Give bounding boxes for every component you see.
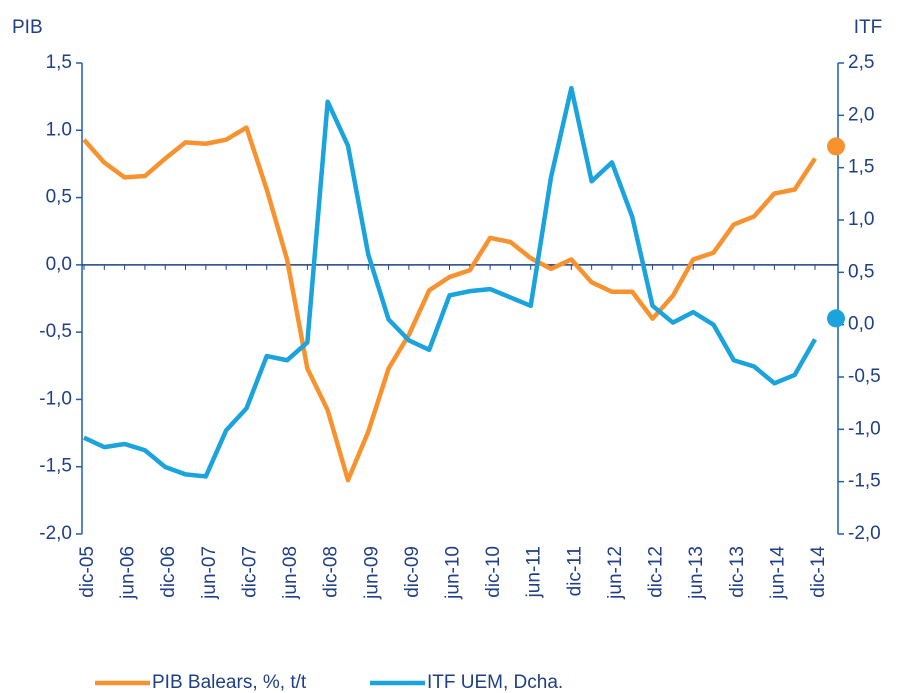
y2-tick-label: 1,5 xyxy=(848,157,874,178)
x-tick-label: dic-06 xyxy=(158,546,179,598)
y-tick-label: -0,5 xyxy=(39,321,72,342)
y-tick-label: -1,0 xyxy=(39,388,72,409)
x-tick-label: dic-08 xyxy=(321,546,342,598)
x-tick-label: dic-07 xyxy=(239,546,260,598)
y-tick-label: -2,0 xyxy=(39,523,72,544)
x-tick-label: dic-14 xyxy=(808,546,829,598)
x-tick-label: jun-10 xyxy=(443,546,464,600)
end-marker xyxy=(827,137,845,156)
y2-tick-label: 2,0 xyxy=(848,104,874,125)
y-tick-label: 0,0 xyxy=(46,254,72,275)
y2-tick-label: -2,0 xyxy=(848,523,881,544)
x-tick-label: jun-13 xyxy=(686,546,707,600)
x-tick-label: jun-08 xyxy=(280,546,301,600)
y-tick-label: 1.0 xyxy=(46,119,72,140)
x-tick-label: jun-11 xyxy=(524,546,545,598)
legend-label: ITF UEM, Dcha. xyxy=(427,672,563,693)
series-line xyxy=(83,85,817,479)
y2-tick-label: 1,0 xyxy=(848,209,874,230)
x-tick-label: dic-11 xyxy=(564,546,585,596)
x-tick-label: dic-12 xyxy=(646,546,667,598)
y2-tick-label: 2,5 xyxy=(848,52,874,73)
y-tick-label: 0,5 xyxy=(46,187,72,208)
x-tick-label: jun-06 xyxy=(118,546,139,600)
y-tick-label: -1,5 xyxy=(39,456,72,477)
y2-axis-title: ITF xyxy=(854,17,883,38)
x-tick-label: dic-13 xyxy=(727,546,748,598)
y2-tick-label: -0,5 xyxy=(848,366,881,387)
x-tick-label: dic-05 xyxy=(77,546,98,598)
x-tick-label: jun-14 xyxy=(767,546,788,600)
y2-tick-label: -1,0 xyxy=(848,418,881,439)
end-marker xyxy=(827,309,845,328)
y-axis-title: PIB xyxy=(12,17,43,38)
y2-tick-label: 0,0 xyxy=(848,314,874,335)
x-tick-label: dic-09 xyxy=(402,546,423,598)
y2-tick-label: 0,5 xyxy=(848,261,874,282)
legend-label: PIB Balears, %, t/t xyxy=(152,672,307,693)
y2-tick-label: -1,5 xyxy=(848,471,881,492)
x-tick-label: jun-09 xyxy=(361,546,382,600)
x-tick-label: dic-10 xyxy=(483,546,504,598)
x-tick-label: jun-07 xyxy=(199,546,220,600)
y-tick-label: 1,5 xyxy=(46,52,72,73)
x-tick-label: jun-12 xyxy=(605,546,626,600)
series-line xyxy=(82,125,817,483)
